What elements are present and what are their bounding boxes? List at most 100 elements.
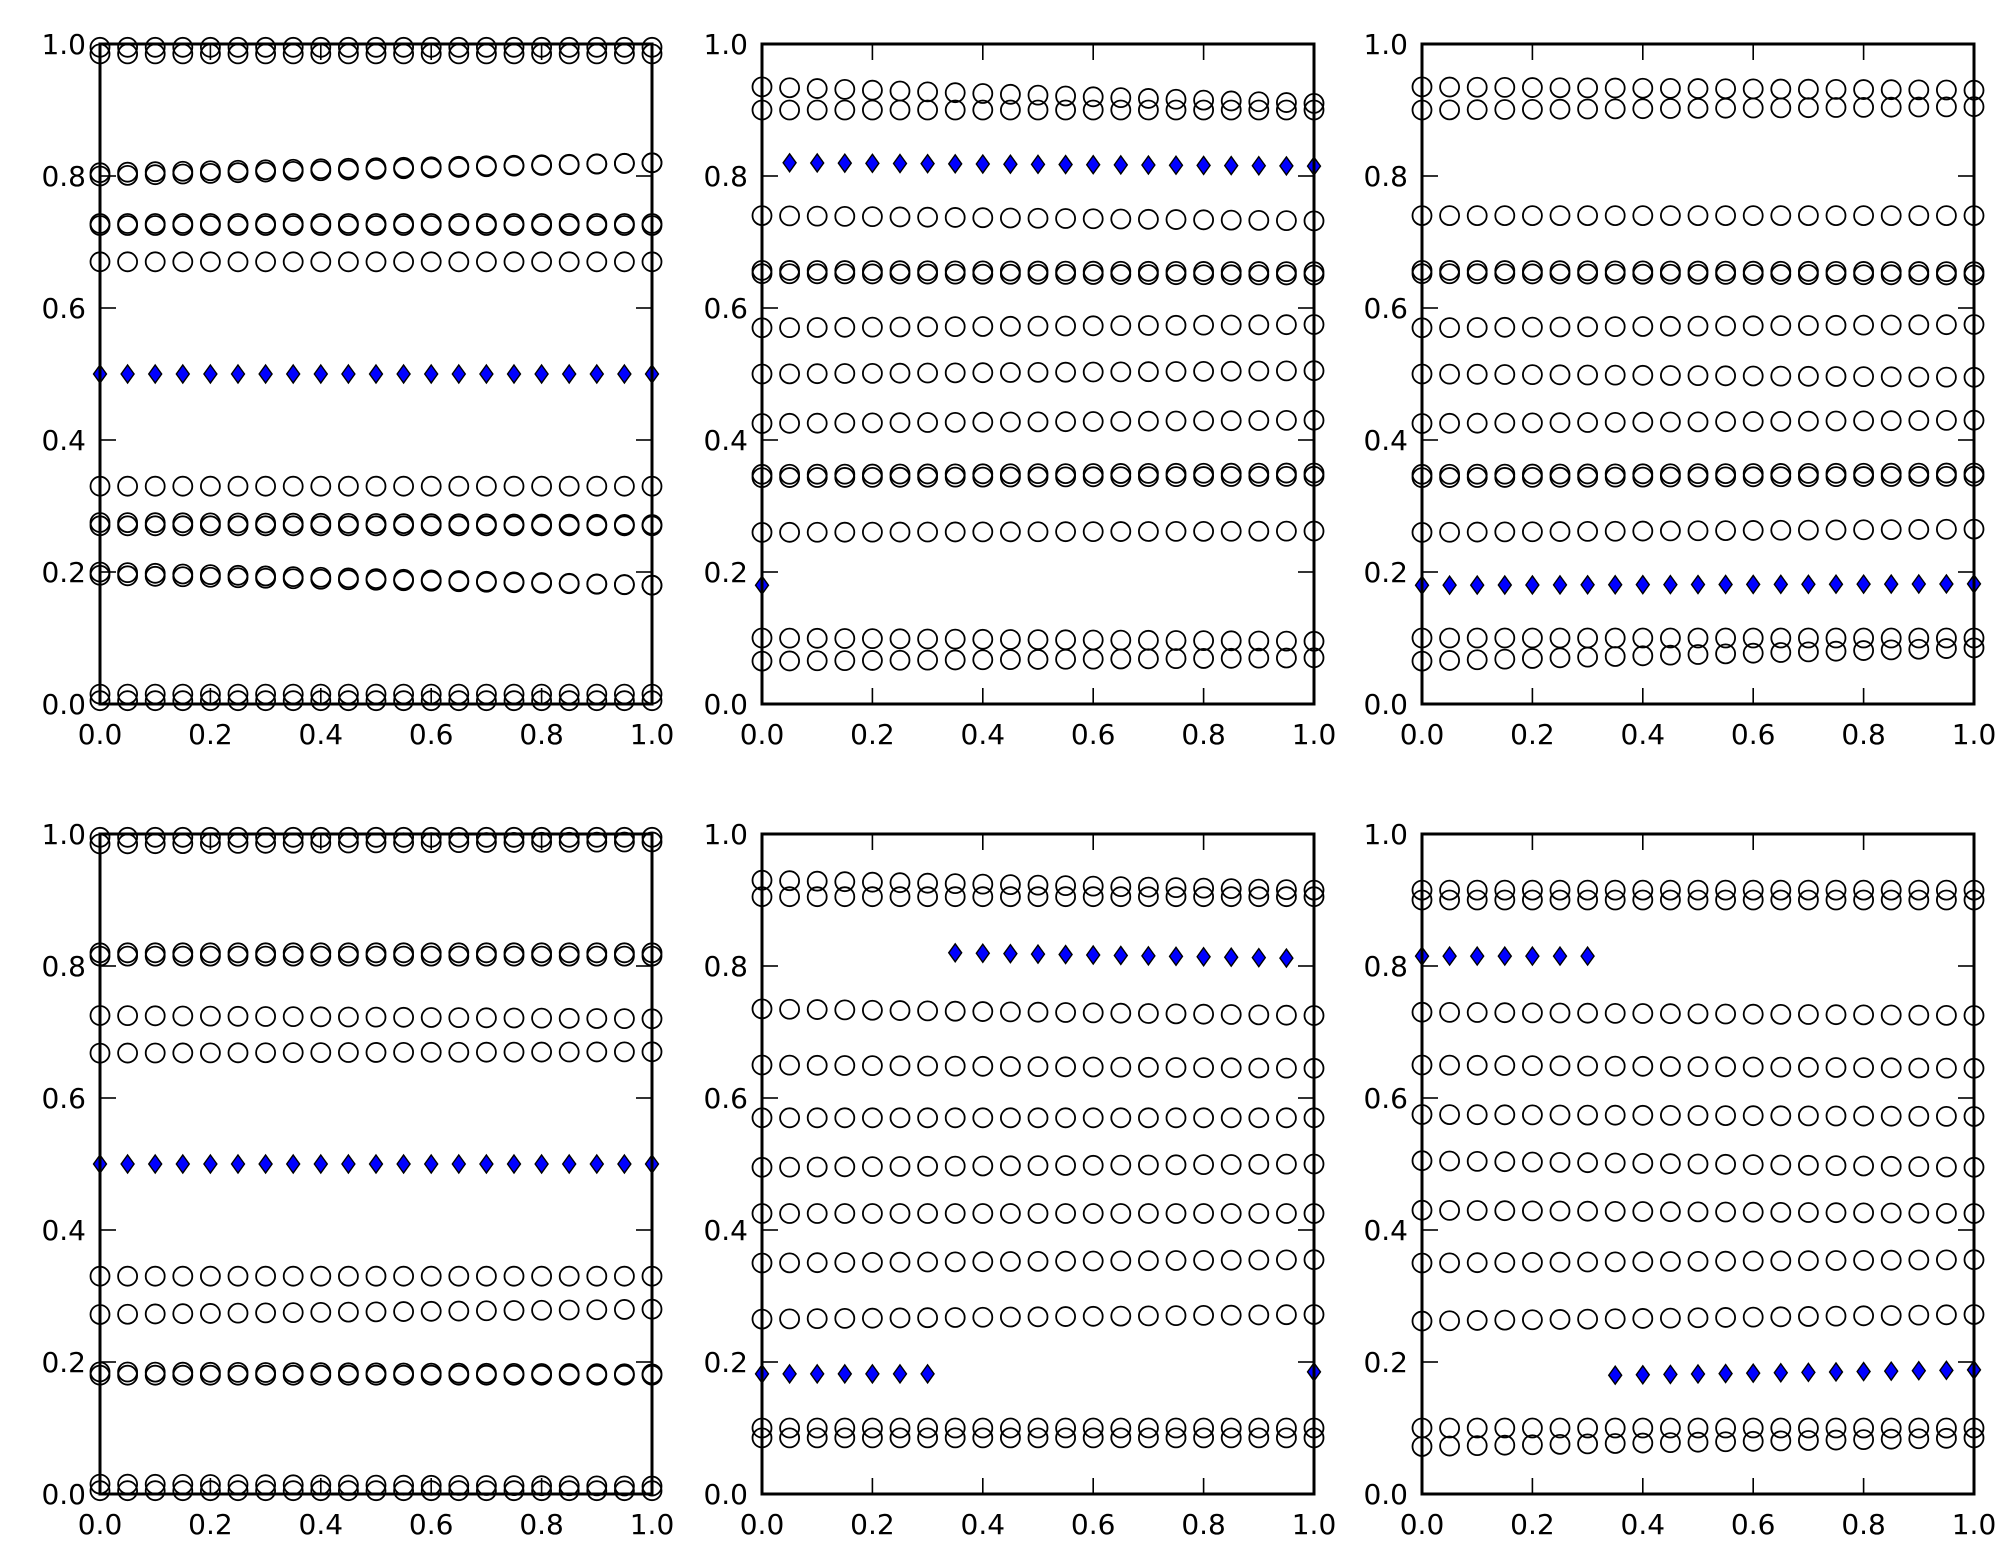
ring-point <box>199 251 221 273</box>
ring-point <box>1466 649 1488 671</box>
ring-point <box>614 36 635 58</box>
ring-point <box>531 213 552 234</box>
ring-point <box>337 475 359 497</box>
ring-point <box>889 1000 911 1021</box>
ring-point <box>1687 78 1709 99</box>
ring-point <box>1853 1057 1874 1079</box>
ring-point <box>1936 79 1957 101</box>
ring-point <box>1825 519 1847 541</box>
ring-point <box>227 159 249 181</box>
ring-point <box>199 475 221 497</box>
ring-point <box>531 251 552 273</box>
ring-point <box>1880 889 1902 911</box>
diamond-point <box>1058 944 1073 965</box>
y-tick-label: 0.6 <box>703 1082 748 1115</box>
ring-point <box>199 512 221 534</box>
ring-point <box>1165 521 1187 542</box>
diamond-point <box>285 1153 301 1175</box>
ring-point <box>1193 648 1214 669</box>
ring-point <box>1082 1417 1104 1439</box>
ring-point <box>1853 519 1874 541</box>
ring-point <box>889 1055 911 1077</box>
ring-point <box>255 159 277 181</box>
ring-point <box>834 1417 856 1439</box>
y-tick-label: 0.2 <box>1363 1346 1408 1379</box>
ring-point <box>1522 1200 1543 1222</box>
ring-point <box>227 213 249 234</box>
ring-point <box>1660 879 1681 901</box>
ring-point <box>365 826 387 848</box>
ring-point <box>1110 886 1132 908</box>
ring-point <box>779 412 800 434</box>
ring-point <box>944 1055 966 1077</box>
ring-point <box>255 690 277 712</box>
diamond-point <box>1003 153 1018 175</box>
ring-point <box>1825 1155 1847 1177</box>
ring-point <box>1687 1056 1709 1078</box>
ring-point <box>1632 627 1654 649</box>
diamond-point <box>1718 1363 1733 1384</box>
ring-point <box>365 213 387 234</box>
diamond-point <box>1141 154 1156 176</box>
ring-point <box>1248 1427 1270 1449</box>
ring-point <box>144 1042 166 1064</box>
x-tick-label: 1.0 <box>1952 718 1997 751</box>
y-tick-label: 0.0 <box>1363 1478 1408 1511</box>
ring-point <box>1466 1310 1488 1331</box>
ring-point <box>862 316 883 338</box>
ring-point <box>420 570 442 592</box>
ring-point <box>1055 208 1076 229</box>
axes-frame <box>98 42 654 706</box>
ring-point <box>1000 411 1021 433</box>
ring-point <box>1687 411 1709 433</box>
ring-point <box>806 260 828 281</box>
ring-point <box>1220 99 1242 121</box>
diamond-point <box>892 1363 908 1385</box>
ring-point <box>1577 879 1598 901</box>
x-tick-label: 0.8 <box>1181 1508 1226 1541</box>
ring-point <box>1494 1434 1516 1456</box>
ring-point <box>1466 521 1488 543</box>
ring-point <box>1193 1107 1214 1129</box>
x-tick-label: 0.2 <box>188 718 233 751</box>
ring-point <box>1110 463 1132 484</box>
ring-point <box>558 36 580 58</box>
ring-point <box>1466 1200 1488 1221</box>
ring-point <box>1466 260 1488 281</box>
ring-point <box>1055 886 1076 908</box>
ring-point <box>586 1265 608 1287</box>
ring-point <box>1248 314 1270 336</box>
ring-point <box>310 1301 332 1323</box>
ring-point <box>1936 366 1957 388</box>
ring-point <box>1165 1305 1187 1327</box>
ring-point <box>1494 627 1516 649</box>
ring-point <box>1936 409 1957 431</box>
ring-point <box>972 260 994 282</box>
ring-point <box>1936 462 1957 484</box>
ring-point <box>365 1480 387 1502</box>
x-tick-label: 0.2 <box>1510 718 1555 751</box>
ring-point <box>834 650 856 672</box>
ring-point <box>227 826 249 848</box>
ring-point <box>1742 1154 1764 1176</box>
ring-point <box>448 155 470 177</box>
ring-point <box>1853 1004 1874 1026</box>
ring-point <box>227 1265 249 1287</box>
x-tick-label: 1.0 <box>630 718 675 751</box>
ring-point <box>1055 1002 1076 1023</box>
x-tick-label: 1.0 <box>1952 1508 1997 1541</box>
ring-point <box>1936 1105 1957 1127</box>
ring-point <box>1000 649 1021 671</box>
ring-point <box>1880 1428 1902 1450</box>
ring-point <box>117 1361 138 1383</box>
diamond-point <box>1607 1365 1623 1386</box>
diamond-point <box>479 1153 494 1175</box>
ring-point <box>1632 205 1654 227</box>
ring-point <box>365 513 387 534</box>
ring-point <box>806 627 828 649</box>
ring-point <box>1165 1107 1187 1129</box>
ring-point <box>972 1001 994 1022</box>
ring-point <box>1715 1153 1736 1175</box>
ring-point <box>862 1156 883 1178</box>
ring-point <box>834 1156 856 1178</box>
